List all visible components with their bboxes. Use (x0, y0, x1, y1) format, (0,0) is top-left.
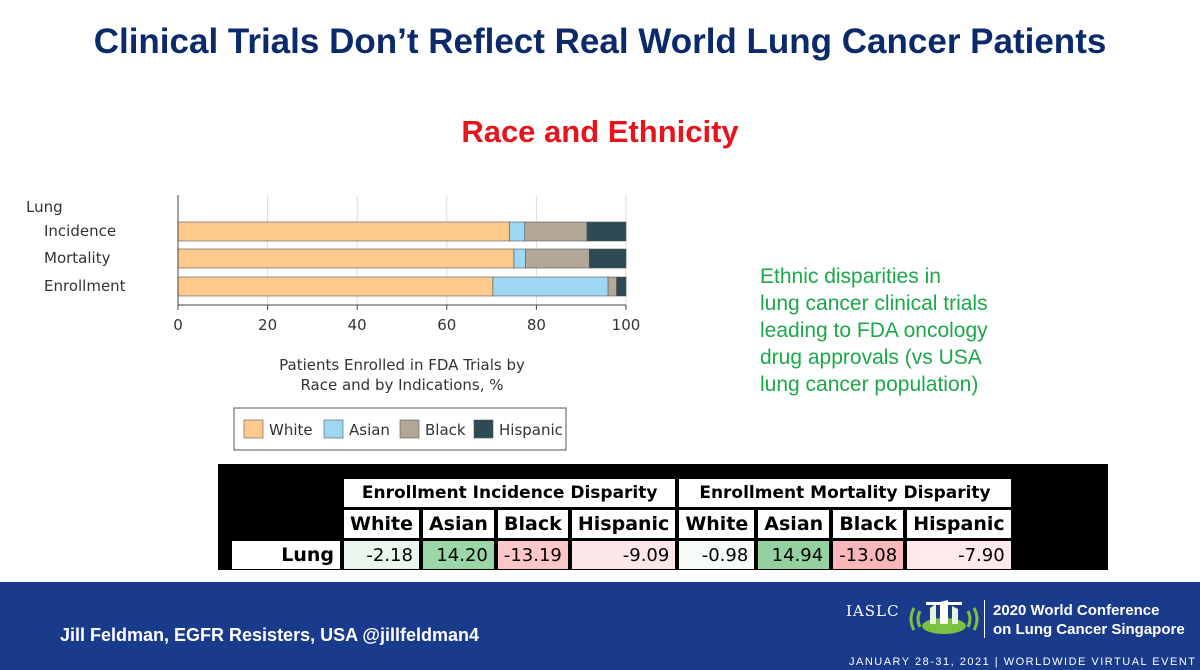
chart-tick-label: 20 (258, 316, 277, 334)
chart-bar (588, 248, 627, 269)
note-line: Ethnic disparities in (760, 265, 941, 288)
disparity-note: Ethnic disparities in lung cancer clinic… (760, 263, 1060, 398)
gardens-emblem-icon (909, 600, 979, 634)
chart-legend: White Asian Black Hispanic (233, 407, 567, 451)
chart-bar (513, 248, 526, 269)
chart-tick-label: 40 (348, 316, 367, 334)
chart-bar (524, 221, 588, 242)
legend-swatch (399, 419, 420, 439)
note-line: drug approvals (vs USA (760, 346, 982, 369)
chart-category-label: Mortality (44, 249, 111, 267)
chart-category-label: Incidence (44, 222, 116, 240)
chart-bar (586, 221, 627, 242)
legend-swatch (473, 419, 494, 439)
table-row: Lung -2.18 14.20 -13.19 -9.09 -0.98 14.9… (232, 541, 1011, 569)
legend-swatch (243, 419, 264, 439)
table-header: Black (497, 510, 568, 538)
slide-title: Clinical Trials Don’t Reflect Real World… (93, 22, 1107, 61)
table-cell: -13.08 (833, 541, 904, 569)
chart-bar (616, 276, 627, 297)
table-header: Hispanic (571, 510, 676, 538)
note-line: lung cancer clinical trials (760, 292, 988, 315)
footer-banner: Jill Feldman, EGFR Resisters, USA @jillf… (0, 582, 1200, 670)
table-group-incidence: Enrollment Incidence Disparity (344, 479, 676, 507)
table-cell: -7.90 (907, 541, 1011, 569)
chart-tick-label: 80 (527, 316, 546, 334)
disparity-table: Enrollment Incidence Disparity Enrollmen… (218, 464, 1108, 570)
table-cell: -9.09 (571, 541, 676, 569)
legend-label: White (269, 421, 313, 439)
table-cell: -2.18 (344, 541, 419, 569)
legend-label: Hispanic (499, 421, 563, 439)
logo-divider (984, 600, 985, 638)
note-line: leading to FDA oncology (760, 319, 988, 342)
chart-bar (177, 248, 515, 269)
chart-bar (492, 276, 609, 297)
table-cell: 14.20 (422, 541, 494, 569)
table-header: Black (833, 510, 904, 538)
table-header: Asian (758, 510, 830, 538)
legend-label: Asian (349, 421, 390, 439)
table-header: Asian (422, 510, 494, 538)
chart-xlabel-line1: Patients Enrolled in FDA Trials by (279, 356, 525, 374)
slide-subtitle: Race and Ethnicity (461, 114, 739, 149)
table-corner (232, 510, 340, 538)
iaslc-logo-text: IASLC (846, 602, 900, 620)
chart-bar (177, 276, 494, 297)
table-header: White (344, 510, 419, 538)
table-row-label: Lung (232, 541, 340, 569)
chart-xlabel-line2: Race and by Indications, % (300, 376, 503, 394)
chart-category-label: Enrollment (44, 277, 126, 295)
chart-tick-label: 100 (612, 316, 641, 334)
chart-bar (525, 248, 590, 269)
conference-name-line2: on Lung Cancer Singapore (993, 621, 1185, 638)
table-header: Hispanic (907, 510, 1011, 538)
chart-bar (177, 221, 510, 242)
table-group-mortality: Enrollment Mortality Disparity (679, 479, 1011, 507)
legend-label: Black (425, 421, 466, 439)
chart-bar (607, 276, 617, 297)
stacked-bar-chart: Lung Incidence Mortality Enrollment 0 20 40 6… (26, 195, 641, 451)
table-cell: -13.19 (497, 541, 568, 569)
table-header: White (679, 510, 755, 538)
conference-name-line1: 2020 World Conference (993, 602, 1160, 619)
chart-group-label: Lung (26, 198, 63, 216)
chart-bar (509, 221, 526, 242)
chart-tick-label: 0 (173, 316, 183, 334)
note-line: lung cancer population) (760, 373, 979, 396)
table-cell: -0.98 (679, 541, 755, 569)
author-credit: Jill Feldman, EGFR Resisters, USA @jillf… (60, 625, 480, 645)
legend-swatch (323, 419, 344, 439)
conference-dates: JANUARY 28-31, 2021 | WORLDWIDE VIRTUAL … (849, 656, 1197, 668)
table-corner (232, 479, 340, 507)
chart-tick-label: 60 (437, 316, 456, 334)
table-cell: 14.94 (758, 541, 830, 569)
